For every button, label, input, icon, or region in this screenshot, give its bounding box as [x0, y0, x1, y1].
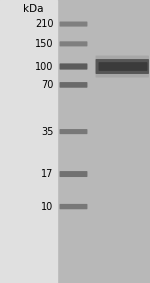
Text: 10: 10 — [41, 201, 53, 212]
Text: 70: 70 — [41, 80, 53, 90]
FancyBboxPatch shape — [96, 59, 149, 74]
Text: 150: 150 — [35, 39, 53, 49]
FancyBboxPatch shape — [96, 55, 149, 78]
Bar — [57, 0, 150, 283]
Text: 17: 17 — [41, 169, 53, 179]
FancyBboxPatch shape — [60, 63, 87, 70]
FancyBboxPatch shape — [60, 171, 87, 177]
FancyBboxPatch shape — [60, 204, 87, 209]
Text: 35: 35 — [41, 127, 53, 137]
FancyBboxPatch shape — [60, 22, 87, 27]
FancyBboxPatch shape — [99, 62, 147, 71]
Text: 210: 210 — [35, 19, 53, 29]
Bar — [0, 0, 57, 283]
FancyBboxPatch shape — [60, 129, 87, 134]
FancyBboxPatch shape — [60, 82, 87, 88]
Text: 100: 100 — [35, 61, 53, 72]
Text: kDa: kDa — [23, 4, 43, 14]
FancyBboxPatch shape — [60, 41, 87, 46]
